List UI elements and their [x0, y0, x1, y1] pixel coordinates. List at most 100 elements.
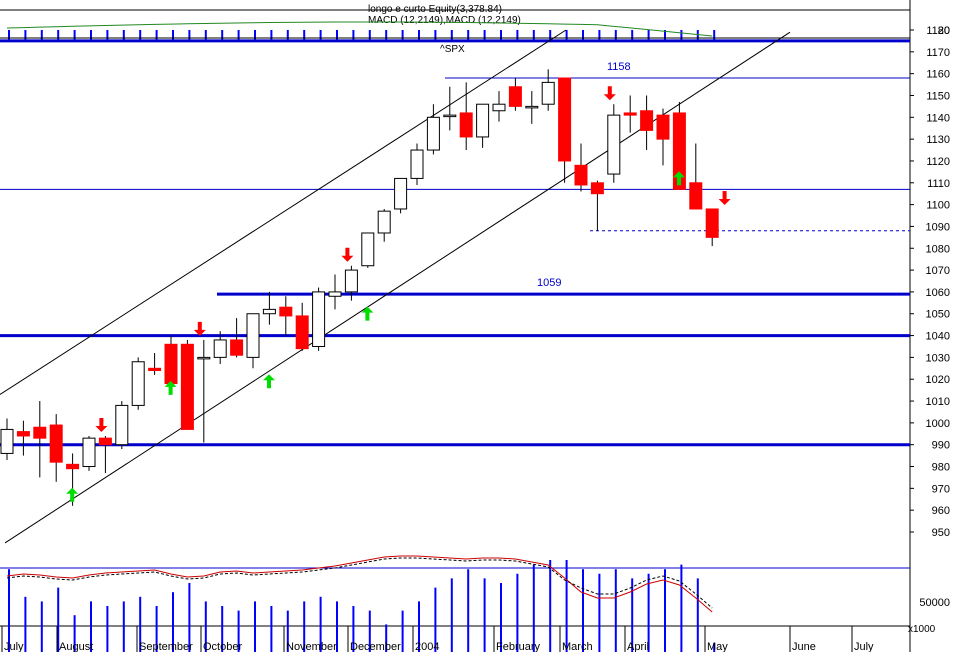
candle-body	[197, 356, 211, 360]
volume-tick-label: 50000	[919, 597, 950, 609]
y-tick-label: 1100	[926, 200, 950, 212]
sell-arrow	[193, 321, 206, 336]
y-tick-label: 1050	[926, 309, 950, 321]
y-tick-label: 1080	[926, 243, 950, 255]
equity-tick-label: 20	[938, 25, 950, 37]
candle-body	[98, 437, 112, 446]
candle-body	[49, 424, 63, 463]
y-tick-label: 1160	[926, 69, 950, 81]
lower-trend-line	[4, 31, 791, 544]
candle-body	[459, 112, 473, 138]
y-tick-label: 1120	[926, 156, 950, 168]
candle-body	[246, 313, 260, 358]
candle-body	[230, 339, 244, 356]
candle-body	[443, 114, 457, 118]
candle-body	[656, 114, 670, 140]
equity-panel: longo e curto Equity(3,378.84) MACD (12,…	[0, 0, 950, 40]
candle-body	[590, 182, 604, 195]
candle-body	[558, 77, 572, 162]
candle-body	[262, 308, 276, 315]
volume-unit: x1000	[908, 624, 936, 635]
macd-line	[6, 555, 713, 613]
candle-body	[66, 463, 80, 470]
sell-arrow	[341, 247, 354, 262]
candle-body	[344, 269, 358, 293]
y-tick-label: 1040	[926, 331, 950, 343]
macd-label: MACD (12,2149),MACD (12,2149)	[368, 15, 521, 26]
candle-body	[279, 306, 293, 317]
month-label: November	[286, 641, 337, 652]
y-tick-label: 1130	[926, 134, 950, 146]
month-label: September	[139, 641, 193, 652]
candle-body	[0, 428, 14, 454]
price-axis: 950 960 970 980 990 1000 1010 1020 1030 1040 1050 1…	[910, 25, 950, 539]
candle-body	[410, 149, 424, 179]
candle-body	[361, 232, 375, 267]
y-tick-label: 1110	[927, 178, 950, 190]
sell-arrow	[718, 190, 731, 205]
candle-body	[640, 110, 654, 131]
candle-body	[541, 81, 555, 105]
y-tick-label: 990	[932, 440, 950, 452]
signal-arrows	[66, 86, 731, 502]
candle-body	[180, 343, 194, 430]
candle-body	[705, 208, 719, 238]
candle-body	[492, 103, 506, 112]
candlestick-series	[0, 69, 719, 506]
month-label: December	[350, 641, 401, 652]
buy-arrow	[673, 171, 685, 186]
candle-body	[426, 116, 440, 151]
equity-curve	[6, 21, 713, 37]
buy-arrow	[164, 380, 177, 395]
candle-body	[82, 437, 96, 468]
candle-body	[689, 182, 703, 210]
candle-body	[623, 112, 637, 116]
candle-body	[33, 426, 47, 439]
candle-body	[295, 315, 309, 350]
time-axis: July August September October November Decemb…	[1, 626, 874, 652]
level-label: 1059	[537, 277, 561, 289]
buy-arrow	[263, 374, 275, 389]
candle-body	[672, 112, 686, 190]
y-tick-label: 980	[932, 462, 950, 474]
y-tick-label: 970	[932, 483, 950, 495]
candle-body	[328, 291, 342, 297]
chart-symbol: ^SPX	[440, 44, 465, 55]
y-tick-label: 1090	[926, 221, 950, 233]
y-tick-label: 1170	[926, 47, 950, 59]
month-label: August	[59, 641, 93, 652]
candle-body	[131, 361, 145, 406]
y-tick-label: 950	[932, 527, 950, 539]
candle-body	[213, 339, 227, 358]
y-tick-label: 1020	[926, 374, 950, 386]
month-label: June	[792, 641, 816, 652]
y-tick-label: 1180	[926, 25, 950, 37]
candle-body	[574, 164, 588, 186]
y-tick-label: 1140	[926, 112, 950, 124]
y-tick-label: 1030	[926, 352, 950, 364]
level-label: 1158	[607, 61, 631, 73]
sell-arrow	[603, 86, 616, 101]
month-label: July	[4, 641, 24, 652]
candle-body	[148, 367, 162, 371]
sell-arrow	[95, 417, 108, 432]
y-tick-label: 1070	[926, 265, 950, 277]
candle-body	[607, 114, 621, 175]
macd-signal-line	[6, 557, 713, 609]
volume-bars	[8, 560, 716, 652]
month-label: April	[627, 641, 649, 652]
buy-arrow	[361, 306, 374, 321]
candle-body	[525, 105, 539, 109]
buy-arrow	[66, 487, 79, 502]
equity-label: longo e curto Equity(3,378.84)	[368, 4, 502, 15]
upper-trend-line	[0, 29, 567, 395]
trend-channel	[0, 29, 791, 544]
y-tick-label: 1060	[926, 287, 950, 299]
candle-body	[115, 404, 129, 446]
y-tick-label: 1000	[926, 418, 950, 430]
candle-body	[508, 86, 522, 107]
month-label: February	[496, 641, 541, 652]
volume-axis: 50000 x1000	[908, 597, 950, 635]
y-tick-label: 1150	[926, 90, 950, 102]
